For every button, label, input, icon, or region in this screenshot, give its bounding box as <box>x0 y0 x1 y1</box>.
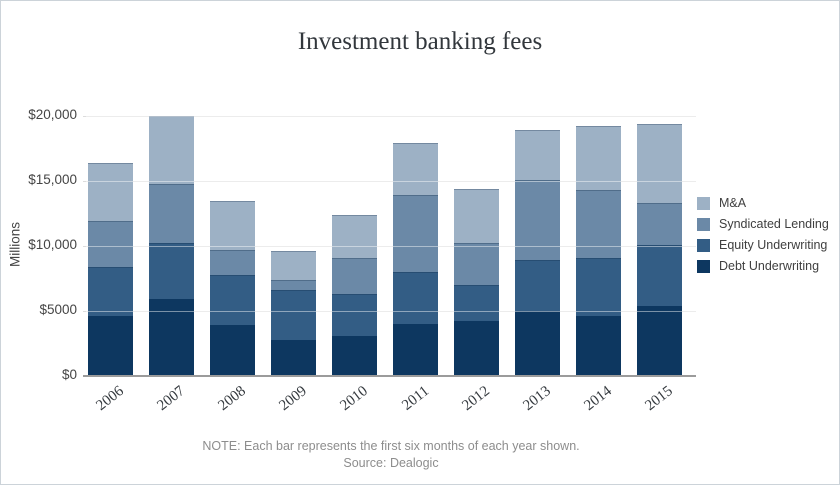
bar-segment-2012-m-a <box>453 188 499 244</box>
legend-label: Syndicated Lending <box>719 217 829 231</box>
bar-segment-2008-syndicated-lending <box>209 249 255 275</box>
bar-2015 <box>636 116 682 376</box>
legend-swatch <box>697 259 710 273</box>
bar-segment-2006-debt-underwriting <box>87 316 133 376</box>
bar-2011 <box>392 116 438 376</box>
y-tick-label: $5000 <box>39 302 77 317</box>
x-tick-label-2010: 2010 <box>337 383 371 415</box>
bar-segment-2014-equity-underwriting <box>575 257 621 317</box>
x-tick-label-2008: 2008 <box>215 383 249 415</box>
bar-segment-2015-m-a <box>636 123 682 204</box>
gridline <box>83 116 696 117</box>
bar-2013 <box>514 116 560 376</box>
legend-swatch <box>697 196 710 210</box>
bar-segment-2010-m-a <box>331 214 377 258</box>
legend-item: Equity Underwriting <box>697 238 829 252</box>
x-tick-label-2011: 2011 <box>398 383 432 414</box>
legend: M&A Syndicated Lending Equity Underwriting… <box>697 196 829 280</box>
y-tick-label: $10,000 <box>28 237 77 252</box>
bar-segment-2009-equity-underwriting <box>270 290 316 340</box>
bar-2012 <box>453 116 499 376</box>
x-tick-label-2013: 2013 <box>520 383 554 415</box>
source-line: Source: Dealogic <box>343 456 439 470</box>
bar-segment-2011-equity-underwriting <box>392 272 438 324</box>
bar-2009 <box>270 116 316 376</box>
bar-segment-2008-equity-underwriting <box>209 274 255 326</box>
y-tick-label: $15,000 <box>28 172 77 187</box>
bar-segment-2006-m-a <box>87 162 133 222</box>
bar-2006 <box>87 116 133 376</box>
bar-segment-2008-m-a <box>209 200 255 250</box>
gridline <box>83 246 696 247</box>
y-axis-title: Millions <box>7 222 23 268</box>
bar-segment-2014-syndicated-lending <box>575 190 621 258</box>
bar-segment-2013-debt-underwriting <box>514 311 560 376</box>
x-tick-label-2015: 2015 <box>642 383 676 415</box>
legend-label: Debt Underwriting <box>719 259 820 273</box>
bar-segment-2010-debt-underwriting <box>331 335 377 376</box>
bar-2010 <box>331 116 377 376</box>
bar-segment-2014-m-a <box>575 126 621 191</box>
bar-segment-2011-syndicated-lending <box>392 195 438 272</box>
bar-segment-2007-equity-underwriting <box>148 243 194 300</box>
gridline-overlay <box>86 116 696 117</box>
bar-segment-2009-syndicated-lending <box>270 279 316 291</box>
bar-segment-2012-debt-underwriting <box>453 321 499 376</box>
legend-label: Equity Underwriting <box>719 238 828 252</box>
bar-segment-2011-debt-underwriting <box>392 324 438 376</box>
x-tick-label-2009: 2009 <box>276 383 310 415</box>
gridline-overlay <box>86 181 696 182</box>
bar-segment-2013-syndicated-lending <box>514 179 560 261</box>
footnote-line: NOTE: Each bar represents the first six … <box>202 439 580 453</box>
bar-segment-2007-m-a <box>148 116 194 184</box>
legend-swatch <box>697 238 710 252</box>
gridline <box>83 181 696 182</box>
legend-item: M&A <box>697 196 829 210</box>
gridline <box>83 311 696 312</box>
bar-segment-2010-equity-underwriting <box>331 294 377 336</box>
bar-segment-2007-syndicated-lending <box>148 183 194 244</box>
x-tick-label-2014: 2014 <box>581 383 615 415</box>
plot-area <box>83 116 696 377</box>
y-tick-label: $0 <box>61 367 77 382</box>
bar-segment-2013-m-a <box>514 130 560 180</box>
legend-item: Syndicated Lending <box>697 217 829 231</box>
x-tick-label-2007: 2007 <box>154 383 188 415</box>
gridline-overlay <box>86 311 696 312</box>
legend-label: M&A <box>719 196 747 210</box>
bar-segment-2015-equity-underwriting <box>636 244 682 306</box>
bar-2008 <box>209 116 255 376</box>
legend-item: Debt Underwriting <box>697 259 829 273</box>
bar-segment-2012-syndicated-lending <box>453 243 499 285</box>
bar-segment-2011-m-a <box>392 143 438 196</box>
bar-segment-2012-equity-underwriting <box>453 285 499 322</box>
bar-segment-2008-debt-underwriting <box>209 325 255 376</box>
legend-swatch <box>697 217 710 231</box>
bar-segment-2015-debt-underwriting <box>636 305 682 376</box>
bar-segment-2006-equity-underwriting <box>87 266 133 317</box>
x-tick-label-2006: 2006 <box>93 383 127 415</box>
bar-segment-2007-debt-underwriting <box>148 299 194 376</box>
bar-segment-2015-syndicated-lending <box>636 203 682 245</box>
bar-segment-2010-syndicated-lending <box>331 257 377 295</box>
footnote: NOTE: Each bar represents the first six … <box>86 438 696 472</box>
bar-segment-2014-debt-underwriting <box>575 316 621 376</box>
bar-2014 <box>575 116 621 376</box>
bar-segment-2009-debt-underwriting <box>270 339 316 376</box>
bar-segment-2013-equity-underwriting <box>514 260 560 311</box>
gridline-overlay <box>86 246 696 247</box>
bar-2007 <box>148 116 194 376</box>
x-axis-line <box>83 375 696 377</box>
x-tick-label-2012: 2012 <box>459 383 493 415</box>
bar-segment-2009-m-a <box>270 251 316 280</box>
bar-segment-2006-syndicated-lending <box>87 221 133 267</box>
y-tick-label: $20,000 <box>28 107 77 122</box>
chart-title: Investment banking fees <box>297 28 543 55</box>
